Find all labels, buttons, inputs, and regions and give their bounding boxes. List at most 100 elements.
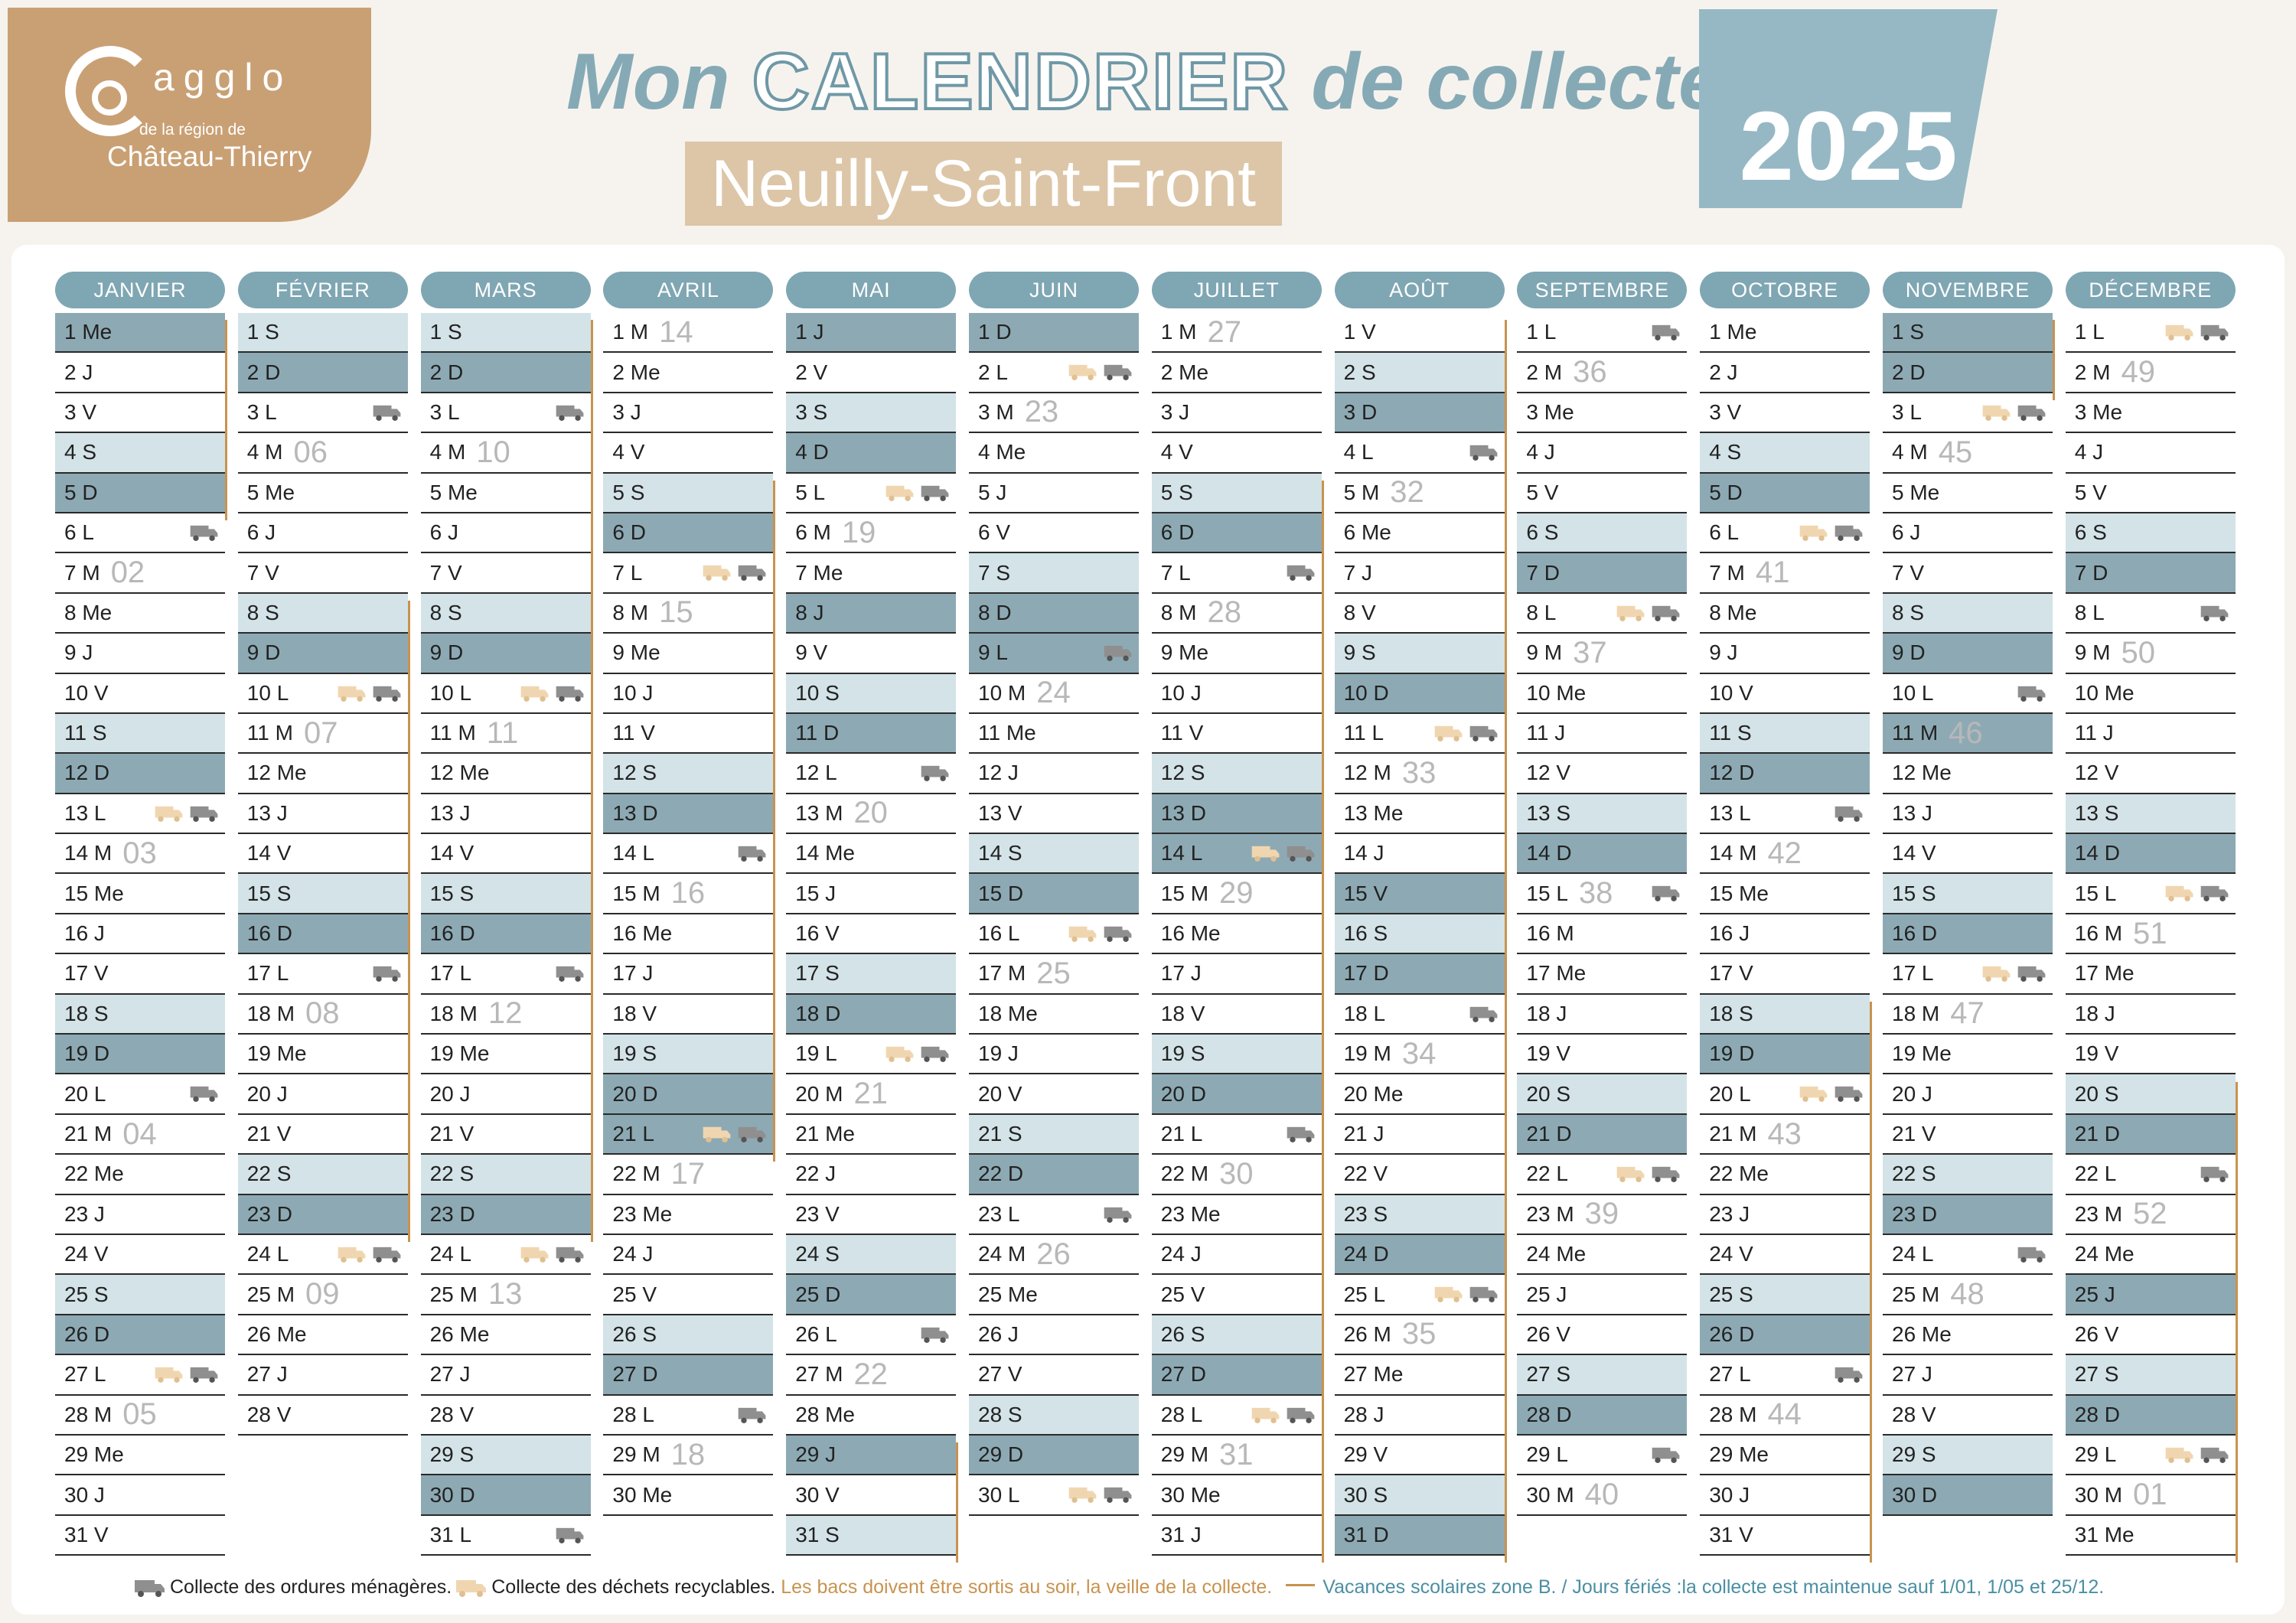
day-label: 4 J bbox=[2074, 440, 2104, 464]
day-label: 5 Me bbox=[246, 480, 295, 504]
grey-truck-icon bbox=[2200, 1447, 2229, 1463]
day-label: 25 M bbox=[429, 1282, 478, 1306]
day-row: 11 Me bbox=[969, 714, 1139, 754]
day-label: 10 J bbox=[612, 680, 654, 705]
day-label: 3 V bbox=[1709, 399, 1742, 424]
grey-truck-icon bbox=[2017, 686, 2046, 702]
day-label: 24 V bbox=[64, 1242, 109, 1266]
day-label: 4 S bbox=[64, 440, 97, 464]
day-label: 15 D bbox=[978, 881, 1024, 905]
tan-truck-icon bbox=[155, 1367, 183, 1383]
day-row: 27 M 22 bbox=[786, 1355, 957, 1396]
day-label: 4 J bbox=[1526, 440, 1555, 464]
grey-truck-icon bbox=[921, 766, 949, 782]
day-row: 3 Me bbox=[2065, 393, 2236, 434]
day-row: 17 L bbox=[237, 954, 408, 995]
day-label: 27 V bbox=[978, 1362, 1022, 1387]
day-label: 1 M bbox=[1160, 320, 1197, 344]
day-row: 12 Me bbox=[237, 754, 408, 794]
day-label: 22 Me bbox=[1709, 1162, 1769, 1186]
day-row: 21 M 43 bbox=[1700, 1115, 1870, 1155]
week-number: 46 bbox=[1949, 715, 1983, 750]
day-label: 24 Me bbox=[1526, 1242, 1587, 1266]
day-row: 15 S bbox=[1883, 874, 2053, 914]
day-row: 29 L bbox=[2065, 1436, 2236, 1476]
day-row: 1 M 27 bbox=[1151, 313, 1322, 354]
week-number: 12 bbox=[488, 996, 523, 1031]
day-label: 10 J bbox=[1160, 680, 1202, 705]
day-label: 26 L bbox=[795, 1322, 837, 1346]
day-label: 10 M bbox=[978, 680, 1026, 705]
day-label: 6 Me bbox=[1343, 520, 1391, 545]
day-row: 6 L bbox=[1700, 513, 1870, 554]
day-row: 13 J bbox=[420, 794, 591, 835]
day-row: 21 V bbox=[237, 1115, 408, 1155]
day-row: 5 D bbox=[55, 473, 225, 513]
grey-truck-icon bbox=[1835, 806, 1863, 822]
day-label: 7 V bbox=[1892, 560, 1925, 585]
day-label: 6 L bbox=[1709, 520, 1740, 545]
day-row: 12 V bbox=[1517, 754, 1688, 794]
day-label: 1 S bbox=[429, 320, 462, 344]
day-label: 20 J bbox=[246, 1081, 288, 1106]
day-row: 13 L bbox=[1700, 794, 1870, 835]
day-row: 4 V bbox=[1151, 433, 1322, 474]
day-row: 19 Me bbox=[1883, 1035, 2053, 1075]
day-label: 23 Me bbox=[612, 1201, 673, 1226]
tan-truck-icon bbox=[1068, 1488, 1097, 1504]
day-label: 3 V bbox=[64, 399, 97, 424]
month-column: OCTOBRE 1 Me 2 J 3 V 4 S 5 D 6 L 7 M 41 8 Me 9 J 10… bbox=[1700, 272, 1870, 1556]
day-label: 18 J bbox=[2074, 1001, 2115, 1025]
day-row: 7 D bbox=[1517, 553, 1688, 594]
day-label: 2 Me bbox=[1160, 360, 1209, 384]
day-label: 16 V bbox=[795, 921, 840, 946]
tan-truck-icon bbox=[1617, 605, 1645, 621]
day-label: 13 D bbox=[1160, 800, 1206, 825]
day-row: 14 J bbox=[1334, 834, 1505, 875]
grey-truck-icon bbox=[190, 525, 218, 541]
grey-truck-icon bbox=[1652, 324, 1680, 341]
week-number: 33 bbox=[1401, 755, 1437, 790]
day-row: 14 V bbox=[1883, 834, 2053, 875]
day-row: 18 D bbox=[786, 994, 957, 1035]
day-row: 2 J bbox=[55, 353, 225, 393]
day-label: 16 M bbox=[1526, 921, 1574, 946]
day-label: 11 M bbox=[246, 721, 293, 745]
day-row: 5 J bbox=[969, 474, 1139, 513]
day-row: 12 S bbox=[1151, 754, 1322, 794]
day-row: 14 Me bbox=[786, 834, 957, 875]
day-label: 1 L bbox=[2074, 320, 2105, 344]
day-row: 5 S bbox=[603, 473, 774, 513]
day-label: 30 M bbox=[2074, 1482, 2123, 1507]
day-row: 9 J bbox=[1700, 634, 1870, 674]
day-label: 9 M bbox=[1526, 640, 1563, 665]
week-number: 14 bbox=[659, 314, 693, 349]
day-label: 7 V bbox=[429, 560, 462, 585]
day-label: 14 L bbox=[612, 841, 654, 865]
month-header: AOÛT bbox=[1334, 272, 1505, 308]
day-row: 21 V bbox=[1883, 1115, 2053, 1155]
day-label: 31 V bbox=[1709, 1522, 1753, 1546]
day-label: 2 S bbox=[1343, 360, 1376, 384]
day-row: 28 M 05 bbox=[55, 1396, 225, 1436]
day-row: 2 M 49 bbox=[2065, 353, 2236, 393]
day-row: 30 L bbox=[969, 1475, 1139, 1516]
day-row: 3 Me bbox=[1517, 393, 1688, 434]
day-row: 3 L bbox=[237, 393, 408, 434]
day-row: 27 D bbox=[1151, 1355, 1322, 1396]
day-label: 19 D bbox=[64, 1041, 110, 1066]
tan-truck-icon bbox=[338, 686, 366, 702]
day-label: 23 J bbox=[64, 1201, 105, 1226]
day-label: 1 D bbox=[978, 320, 1012, 344]
grey-truck-icon bbox=[2200, 886, 2229, 902]
week-number: 37 bbox=[1573, 635, 1607, 670]
day-row: 17 L bbox=[420, 954, 591, 995]
day-label: 21 L bbox=[1160, 1122, 1203, 1146]
day-row: 19 Me bbox=[237, 1035, 408, 1075]
day-row: 25 M 48 bbox=[1883, 1275, 2053, 1315]
grey-truck-icon bbox=[1287, 565, 1315, 582]
week-number: 41 bbox=[1755, 556, 1790, 590]
day-label: 13 M bbox=[795, 800, 843, 825]
day-label: 11 V bbox=[1160, 721, 1204, 745]
week-number: 38 bbox=[1578, 876, 1613, 911]
